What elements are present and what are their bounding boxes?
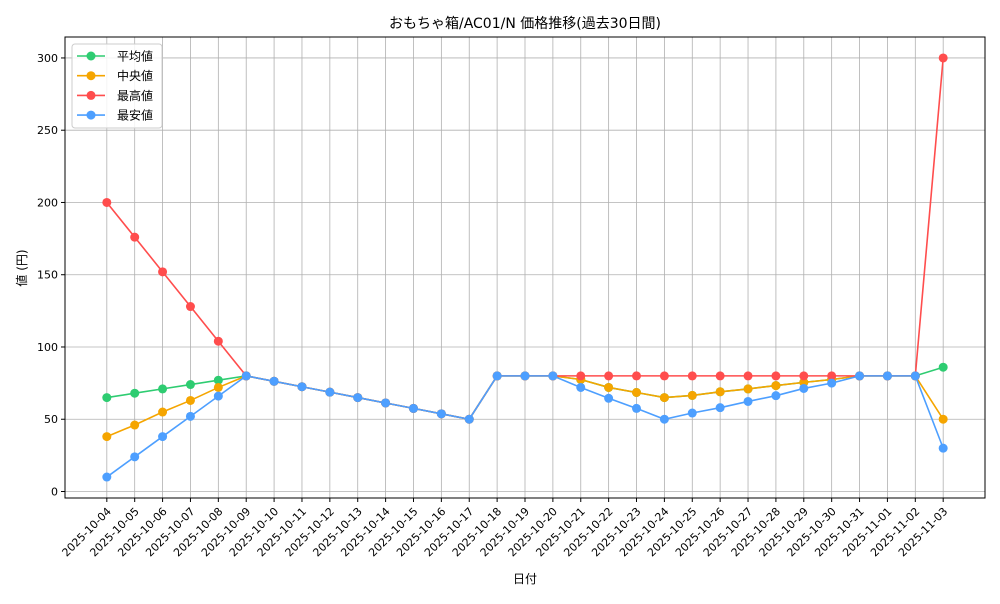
data-point xyxy=(158,432,168,442)
data-point xyxy=(130,232,140,242)
data-point xyxy=(185,380,195,390)
data-point xyxy=(715,387,725,397)
y-tick-label: 300 xyxy=(37,52,58,65)
y-tick-label: 50 xyxy=(44,413,58,426)
legend-label: 最安値 xyxy=(117,108,153,123)
data-point xyxy=(659,393,669,403)
data-point xyxy=(743,396,753,406)
data-point xyxy=(604,393,614,403)
data-point xyxy=(855,371,865,381)
y-axis-label: 値 (円) xyxy=(14,249,29,286)
data-point xyxy=(659,414,669,424)
data-point xyxy=(185,302,195,312)
data-point xyxy=(632,388,642,398)
data-point xyxy=(632,403,642,413)
data-point xyxy=(213,391,223,401)
data-point xyxy=(938,414,948,424)
data-point xyxy=(158,407,168,417)
y-tick-label: 250 xyxy=(37,124,58,137)
data-point xyxy=(436,409,446,419)
data-point xyxy=(632,371,642,381)
legend-label: 平均値 xyxy=(117,49,153,64)
y-tick-label: 200 xyxy=(37,196,58,209)
legend-box xyxy=(71,43,163,129)
data-point xyxy=(827,378,837,388)
data-point xyxy=(130,452,140,462)
data-point xyxy=(715,403,725,413)
data-point xyxy=(827,371,837,381)
data-point xyxy=(743,384,753,394)
data-point xyxy=(269,376,279,386)
data-point xyxy=(492,371,502,381)
data-point xyxy=(910,371,920,381)
y-tick-label: 100 xyxy=(37,341,58,354)
data-point xyxy=(715,371,725,381)
data-point xyxy=(576,371,586,381)
data-point xyxy=(241,371,251,381)
data-point xyxy=(325,387,335,397)
data-point xyxy=(687,371,697,381)
data-point xyxy=(882,371,892,381)
data-point xyxy=(938,362,948,372)
series-group xyxy=(102,53,948,482)
data-point xyxy=(464,414,474,424)
data-point xyxy=(185,411,195,421)
data-point xyxy=(102,472,112,482)
data-point xyxy=(938,53,948,63)
legend-marker xyxy=(86,110,96,120)
data-point xyxy=(213,382,223,392)
data-point xyxy=(771,381,781,391)
data-point xyxy=(102,393,112,403)
data-point xyxy=(185,395,195,405)
y-axis: 0 50 100 150 200 250 300 xyxy=(37,52,65,498)
data-point xyxy=(158,267,168,277)
legend-marker xyxy=(86,90,96,100)
data-point xyxy=(604,382,614,392)
data-point xyxy=(130,388,140,398)
data-point xyxy=(381,398,391,408)
x-axis: 2025-10-042025-10-052025-10-062025-10-07… xyxy=(60,498,950,559)
data-point xyxy=(548,371,558,381)
data-point xyxy=(158,384,168,394)
data-point xyxy=(687,390,697,400)
data-point xyxy=(576,382,586,392)
y-tick-label: 0 xyxy=(51,485,58,498)
data-point xyxy=(799,383,809,393)
data-point xyxy=(213,336,223,346)
data-point xyxy=(297,382,307,392)
grid xyxy=(65,37,985,498)
data-point xyxy=(799,371,809,381)
y-tick-label: 150 xyxy=(37,269,58,282)
legend-label: 中央値 xyxy=(117,68,153,83)
data-point xyxy=(520,371,530,381)
data-point xyxy=(771,371,781,381)
series-最安値 xyxy=(102,371,948,482)
data-point xyxy=(659,371,669,381)
data-point xyxy=(687,408,697,418)
data-point xyxy=(102,197,112,207)
legend-marker xyxy=(86,51,96,61)
data-point xyxy=(771,391,781,401)
legend-label: 最高値 xyxy=(117,88,153,103)
data-point xyxy=(743,371,753,381)
x-axis-label: 日付 xyxy=(513,572,537,586)
legend-marker xyxy=(86,71,96,81)
data-point xyxy=(213,375,223,385)
chart-title: おもちゃ箱/AC01/N 価格推移(過去30日間) xyxy=(389,16,661,32)
data-point xyxy=(353,393,363,403)
data-point xyxy=(604,371,614,381)
data-point xyxy=(408,403,418,413)
data-point xyxy=(130,420,140,430)
data-point xyxy=(938,443,948,453)
data-point xyxy=(102,432,112,442)
